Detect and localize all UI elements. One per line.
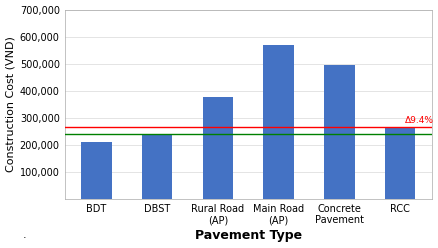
Bar — [324, 65, 354, 199]
Text: Δ9.4%: Δ9.4% — [404, 116, 433, 125]
X-axis label: Pavement Type: Pavement Type — [194, 229, 301, 243]
Bar — [384, 128, 414, 199]
Bar — [81, 142, 111, 199]
Bar — [202, 97, 233, 199]
Bar — [263, 45, 293, 199]
Text: .: . — [23, 230, 26, 240]
Bar — [142, 135, 172, 199]
Y-axis label: Construction Cost (VND): Construction Cost (VND) — [6, 36, 15, 172]
